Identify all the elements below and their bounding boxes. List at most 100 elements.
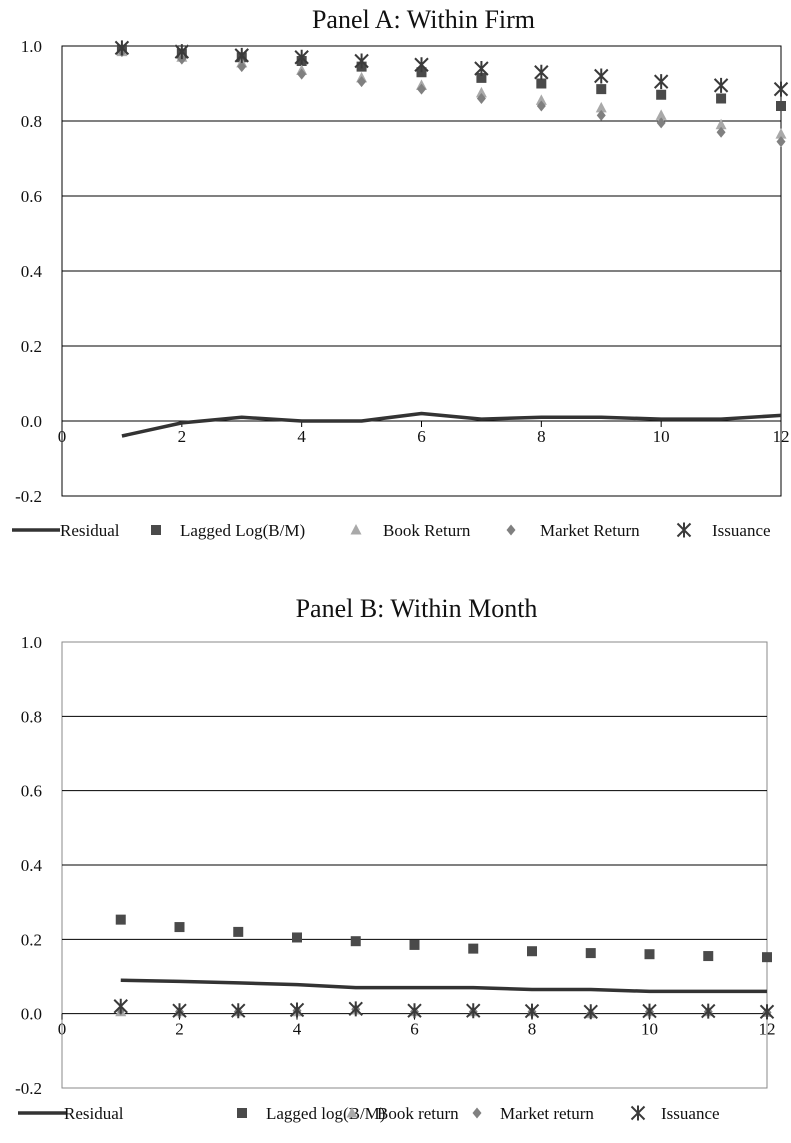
panel-b-x-tick-label: 0 — [58, 1020, 67, 1039]
panel-b-series-issuance-point — [466, 1003, 481, 1019]
panel-a-x-tick-label: 0 — [58, 427, 67, 446]
panel-b-series-lagged-log-b-m — [115, 914, 772, 963]
panel-a-series-issuance-point — [174, 44, 190, 60]
panel-b-legend-book-return-label: Book return — [377, 1104, 459, 1123]
panel-b-legend-lagged-log-b-m-swatch — [237, 1108, 247, 1118]
panel-a-series-issuance-point — [474, 61, 489, 76]
panel-a-series-issuance-point — [234, 47, 249, 63]
panel-b-x-tick-label: 10 — [641, 1020, 658, 1039]
panel-b-series-issuance-point — [289, 1002, 305, 1018]
panel-b-series-lagged-log-b-m-point — [350, 936, 361, 947]
panel-a-series-issuance — [114, 40, 789, 97]
panel-b-series-issuance-point — [172, 1003, 187, 1019]
panel-b-legend: Residual Lagged log(B/M)Book return Market… — [18, 1104, 720, 1123]
panel-b-x-tick-label: 2 — [175, 1020, 184, 1039]
panel-a-legend-market-return-swatch — [506, 524, 516, 536]
panel-a-legend-lagged-log-b-m-swatch — [151, 525, 161, 535]
panel-a-legend-issuance-label: Issuance — [712, 521, 771, 540]
panel-a-series-lagged-log-b-m-point — [536, 78, 547, 89]
panel-b-y-tick-label: 1.0 — [21, 633, 42, 652]
panel-a-series-lagged-log-b-m-point — [716, 93, 727, 104]
panel-a-series-lagged-log-b-m — [116, 44, 786, 111]
panel-a-series-lagged-log-b-m-point — [596, 84, 607, 95]
panel-b-series-residual — [120, 978, 767, 994]
panel-a-series-book-return-point — [775, 128, 787, 139]
panel-a-series-book-return-point — [715, 118, 727, 130]
panel-b-series-lagged-log-b-m-point — [703, 951, 714, 962]
panel-b-series-issuance-point — [759, 1004, 775, 1020]
panel-a-y-tick-label: 0.6 — [21, 187, 42, 206]
panel-a-legend-issuance-swatch — [676, 522, 692, 538]
panel-a-series-market-return-point — [536, 100, 546, 112]
panel-a-legend-book-return-swatch — [350, 524, 362, 535]
panel-a-series-issuance-point — [354, 53, 369, 69]
panel-a-y-tick-label: 1.0 — [21, 37, 42, 56]
panel-a-x-tick-label: 12 — [773, 427, 790, 446]
panel-b-y-tick-label: 0.6 — [21, 782, 42, 801]
panel-a-x-tick-label: 6 — [417, 427, 426, 446]
panel-b-series-issuance-point — [642, 1003, 657, 1019]
panel-a-series-issuance-point — [773, 81, 789, 97]
panel-a-series-issuance-point — [114, 40, 130, 56]
panel-a-series-book-return — [116, 45, 787, 139]
panel-a-series-market-return-point — [716, 126, 726, 138]
panel-b-legend-book-return-swatch — [346, 1107, 358, 1118]
panel-b-y-tick-label: 0.2 — [21, 930, 42, 949]
panel-b-series-issuance-point — [231, 1003, 246, 1019]
panel-a-legend-lagged-log-b-m-label: Lagged Log(B/M) — [180, 521, 305, 540]
panel-a-series-issuance-point — [653, 74, 669, 90]
panel-a-series-market-return-point — [476, 93, 486, 104]
panel-a-series-residual-line — [121, 411, 782, 438]
panel-b-x-tick-label: 4 — [293, 1020, 302, 1039]
panel-b-legend-market-return-swatch — [472, 1107, 482, 1119]
panel-b-series-market-return — [116, 1003, 772, 1020]
panel-a-series-market-return-point — [297, 68, 307, 80]
panel-a-series-book-return-point — [535, 94, 547, 105]
panel-b-series-lagged-log-b-m-point — [762, 952, 772, 963]
panel-a-y-tick-label: -0.2 — [15, 487, 42, 506]
panel-a-series-market-return-point — [417, 83, 426, 95]
panel-b-series-issuance-point — [583, 1004, 598, 1020]
panel-a-series-issuance-point — [294, 49, 309, 65]
panel-b-legend-issuance-label: Issuance — [661, 1104, 720, 1123]
panel-a-series-market-return-point — [776, 136, 786, 148]
panel-b-series-issuance-point — [524, 1003, 540, 1019]
panel-a-x-tick-label: 4 — [297, 427, 306, 446]
panel-b-series-issuance-point — [113, 998, 128, 1014]
panel-b-chart: Panel B: Within Month 1.0 0.8 0.6 0.4 0.2 0.0 -… — [15, 594, 775, 1123]
panel-b-title: Panel B: Within Month — [296, 594, 538, 623]
panel-a-legend-market-return-label: Market Return — [540, 521, 640, 540]
panel-b-x-tick-label: 12 — [759, 1020, 776, 1039]
panel-b-series-residual-line — [120, 978, 767, 994]
panel-a-series-book-return-point — [655, 109, 667, 120]
panel-a-x-tick-label: 10 — [653, 427, 670, 446]
panel-b-series-lagged-log-b-m-point — [292, 932, 302, 943]
panel-a-legend: Residual Lagged Log(B/M) Book Return Market… — [12, 521, 771, 540]
panel-a-series-market-return-point — [656, 117, 666, 129]
panel-b-legend-lagged-log-b-m-label: Lagged log(B/M) — [266, 1104, 385, 1123]
panel-a-x-tick-label: 2 — [178, 427, 187, 446]
panel-b-x-tick-label: 8 — [528, 1020, 537, 1039]
panel-a-series-issuance-point — [534, 64, 549, 80]
panel-b-series-book-return — [115, 1003, 773, 1019]
panel-a-series-issuance-point — [594, 68, 609, 84]
panel-b-y-tick-label: 0.8 — [21, 707, 42, 726]
panel-a-y-tick-label: 0.2 — [21, 337, 42, 356]
panel-a-series-book-return-point — [475, 86, 487, 98]
panel-b-series-issuance-point — [348, 1001, 363, 1017]
panel-a-series-book-return-point — [595, 101, 607, 113]
panel-a-legend-book-return-label: Book Return — [383, 521, 471, 540]
panel-b-series-lagged-log-b-m-point — [644, 949, 655, 960]
panel-b-y-tick-label: -0.2 — [15, 1079, 42, 1098]
panel-a-series-residual — [121, 411, 782, 438]
panel-a-series-market-return-point — [357, 76, 367, 88]
panel-a-series-lagged-log-b-m-point — [776, 101, 786, 111]
panel-a-series-market-return — [117, 46, 786, 148]
panel-b-series-lagged-log-b-m-point — [585, 948, 596, 959]
panel-b-y-tick-label: 0.0 — [21, 1005, 42, 1024]
panel-b-series-issuance — [113, 998, 775, 1020]
panel-b-series-issuance-point — [701, 1003, 716, 1019]
panel-b-legend-market-return-label: Market return — [500, 1104, 594, 1123]
panel-b-legend-residual-label: Residual — [64, 1104, 124, 1123]
